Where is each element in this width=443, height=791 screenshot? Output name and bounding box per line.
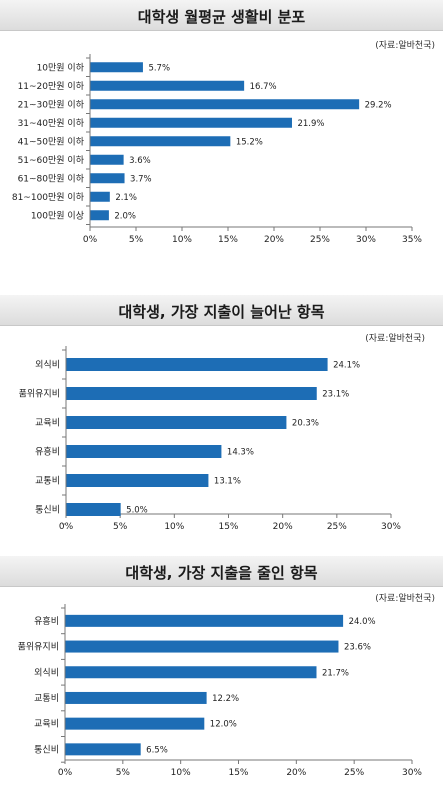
x-tick-label: 10% [164,522,184,532]
data-label: 5.7% [148,63,170,73]
category-label: 외식비 [34,666,59,678]
data-label: 6.5% [146,745,168,755]
category-label: 51~60만원 이하 [18,155,85,166]
chart-2-title-band: 대학생, 가장 지출이 늘어난 항목 [0,295,443,326]
x-tick-label: 15% [218,235,238,245]
data-label: 16.7% [250,82,277,92]
data-label: 15.2% [236,137,263,147]
x-tick-label: 5% [129,235,144,245]
bar [90,80,245,91]
category-label: 유흥비 [34,615,59,627]
data-label: 21.7% [322,668,349,678]
bar [66,503,121,516]
bar [90,99,360,110]
category-label: 품위유지비 [19,389,60,400]
chart-3-title: 대학생, 가장 지출을 줄인 항목 [125,564,318,582]
data-label: 2.0% [114,211,136,221]
data-label: 23.6% [344,643,371,653]
x-tick-label: 20% [286,768,306,778]
x-tick-label: 25% [310,235,330,245]
bar [90,173,125,184]
data-label: 13.1% [214,477,241,487]
category-label: 41~50만원 이하 [18,136,85,147]
data-label: 12.2% [212,694,239,704]
bar [90,136,231,147]
chart-1-title: 대학생 월평균 생활비 분포 [137,8,306,26]
chart-2-plot: 0% 5% 10% 15% 20% 25% 30% 외식비 24.1% 품위유지비 23.1% 교육비… [19,346,401,532]
chart-1-plot: 0% 5% 10% 15% 20% 25% 30% 35% 10만원 이하 5.7% 11~20만원… [12,54,422,245]
category-label: 100만원 이상 [31,210,84,221]
chart-2-title: 대학생, 가장 지출이 늘어난 항목 [118,303,325,321]
data-label: 2.1% [115,193,137,203]
category-label: 통신비 [35,505,60,516]
bar [65,666,317,679]
bar [66,387,317,400]
bar [65,614,344,627]
bar [66,474,209,487]
data-label: 12.0% [210,720,237,730]
bar [65,717,205,730]
x-tick-label: 20% [273,522,293,532]
data-label: 14.3% [227,448,254,458]
category-label: 81~100만원 이하 [12,192,85,203]
category-label: 교통비 [35,476,60,487]
category-label: 교통비 [34,693,59,704]
x-tick-label: 5% [113,522,128,532]
chart-3-plot: 0% 5% 10% 15% 20% 25% 30% 유흥비 24.0% 품위유지비 23.6% 외식비… [18,604,422,778]
chart-1-title-band: 대학생 월평균 생활비 분포 [0,0,443,31]
x-tick-label: 25% [327,522,347,532]
data-label: 21.9% [297,119,324,129]
x-tick-label: 30% [381,522,401,532]
data-label: 20.3% [292,419,319,429]
x-tick-label: 30% [402,768,422,778]
category-label: 31~40만원 이하 [18,118,85,129]
category-label: 11~20만원 이하 [18,81,85,92]
x-tick-label: 25% [344,768,364,778]
x-tick-label: 30% [356,235,376,245]
category-label: 교육비 [35,418,60,429]
category-label: 외식비 [35,359,60,371]
chart-3-title-band: 대학생, 가장 지출을 줄인 항목 [0,556,443,587]
bar [90,62,143,73]
x-tick-label: 35% [402,235,422,245]
category-label: 10만원 이하 [37,62,85,73]
category-label: 61~80만원 이하 [18,173,85,184]
bar [65,743,141,756]
x-tick-label: 0% [83,235,98,245]
x-tick-label: 10% [171,768,191,778]
data-label: 24.1% [333,361,360,371]
chart-3-source: (자료:알바천국) [375,594,435,604]
x-tick-label: 15% [228,768,248,778]
chart-2-source: (자료:알바천국) [365,334,425,344]
category-label: 유흥비 [35,446,60,458]
x-tick-label: 15% [218,522,238,532]
data-label: 5.0% [126,506,148,516]
data-label: 29.2% [365,100,392,110]
data-label: 23.1% [322,390,349,400]
chart-1-source: (자료:알바천국) [375,41,435,51]
x-tick-label: 0% [58,768,73,778]
bar [90,191,110,202]
data-label: 3.6% [129,156,151,166]
x-tick-label: 20% [264,235,284,245]
bar [90,117,292,128]
data-label: 3.7% [130,174,152,184]
data-label: 24.0% [349,617,376,627]
category-label: 통신비 [34,744,59,755]
category-label: 품위유지비 [18,642,59,653]
bar [65,691,207,704]
bar [66,445,222,458]
x-tick-label: 10% [172,235,192,245]
bar [90,154,124,165]
bar [90,210,109,221]
bar [66,416,287,429]
x-tick-label: 5% [116,768,131,778]
x-tick-label: 0% [59,522,74,532]
bar [66,358,328,371]
category-label: 교육비 [34,719,59,730]
category-label: 21~30만원 이하 [18,99,85,110]
bar [65,640,339,653]
